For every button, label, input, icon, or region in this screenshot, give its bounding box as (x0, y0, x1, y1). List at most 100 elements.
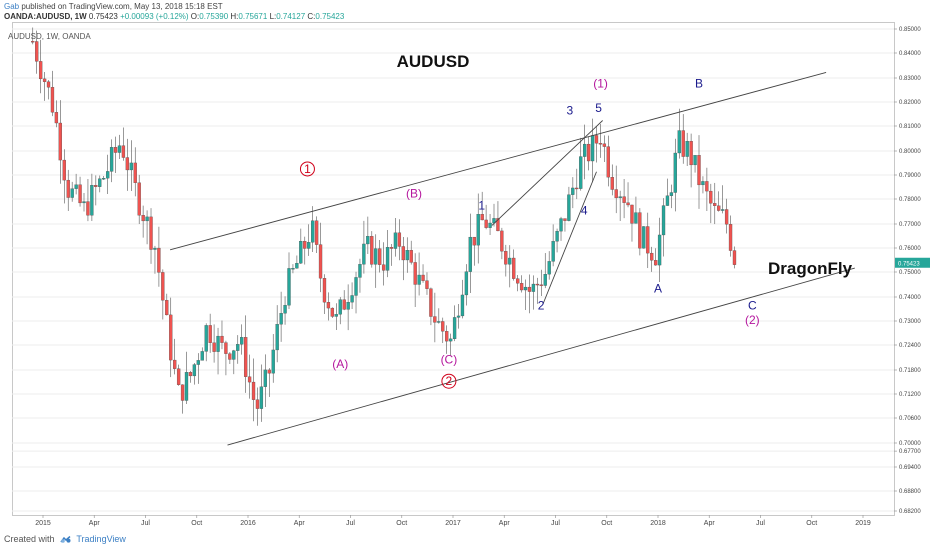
candle[interactable] (295, 263, 299, 269)
candle[interactable] (334, 314, 338, 317)
candle[interactable] (251, 381, 256, 400)
candle[interactable] (638, 212, 642, 249)
candle[interactable] (417, 274, 421, 285)
candle[interactable] (460, 294, 465, 317)
candle[interactable] (689, 141, 693, 166)
candle[interactable] (539, 284, 543, 286)
trend-line[interactable] (491, 120, 603, 226)
candle[interactable] (452, 317, 457, 340)
candle[interactable] (527, 286, 532, 292)
candle[interactable] (173, 359, 177, 369)
candle[interactable] (378, 248, 382, 265)
candle[interactable] (62, 159, 66, 181)
candle[interactable] (476, 214, 480, 246)
candle[interactable] (673, 152, 677, 193)
candle[interactable] (480, 214, 484, 221)
candle[interactable] (220, 335, 224, 343)
candle[interactable] (141, 215, 145, 222)
candle[interactable] (717, 205, 721, 211)
candle[interactable] (516, 278, 520, 284)
candle[interactable] (543, 274, 547, 286)
candle[interactable] (456, 315, 461, 318)
candle[interactable] (54, 112, 59, 124)
candle[interactable] (409, 250, 413, 263)
candle[interactable] (109, 147, 114, 172)
candle[interactable] (508, 257, 512, 265)
candle[interactable] (693, 155, 697, 166)
candle[interactable] (602, 143, 607, 147)
tradingview-brand[interactable]: TradingView (76, 534, 126, 544)
candle[interactable] (697, 155, 701, 186)
candle[interactable] (523, 286, 528, 291)
candle[interactable] (488, 222, 492, 228)
candle[interactable] (669, 192, 674, 196)
candle[interactable] (618, 196, 622, 199)
candle[interactable] (149, 216, 153, 250)
candle[interactable] (90, 185, 94, 216)
candle[interactable] (307, 242, 311, 249)
candle[interactable] (176, 368, 181, 385)
trend-line[interactable] (169, 71, 827, 251)
candle[interactable] (188, 372, 193, 377)
candle[interactable] (192, 364, 197, 377)
candle[interactable] (137, 182, 141, 216)
candle[interactable] (563, 218, 567, 221)
candle[interactable] (125, 157, 130, 171)
candle[interactable] (78, 184, 82, 204)
trend-line[interactable] (227, 267, 855, 446)
candle[interactable] (224, 342, 228, 354)
candle[interactable] (31, 41, 35, 43)
candle[interactable] (732, 250, 737, 265)
candle[interactable] (504, 251, 508, 265)
candle[interactable] (701, 181, 705, 186)
candle[interactable] (303, 241, 307, 249)
candle[interactable] (590, 135, 595, 162)
candle[interactable] (555, 230, 559, 242)
candle[interactable] (94, 185, 98, 187)
candle[interactable] (287, 268, 291, 306)
candle[interactable] (70, 188, 74, 198)
candle[interactable] (614, 189, 618, 199)
candle[interactable] (346, 301, 350, 310)
candle[interactable] (279, 313, 283, 325)
candle[interactable] (381, 264, 386, 271)
candle[interactable] (153, 247, 157, 250)
candle[interactable] (291, 268, 295, 270)
candle[interactable] (314, 220, 319, 245)
candle[interactable] (393, 232, 398, 249)
candle[interactable] (665, 195, 670, 206)
candle[interactable] (165, 300, 169, 316)
candle[interactable] (559, 218, 563, 232)
candle[interactable] (98, 178, 102, 187)
candle[interactable] (484, 219, 488, 228)
candle[interactable] (338, 299, 342, 315)
candle[interactable] (200, 351, 204, 361)
candle[interactable] (441, 321, 445, 332)
candle[interactable] (38, 61, 43, 80)
candle[interactable] (196, 360, 200, 365)
candle[interactable] (425, 280, 429, 289)
candle[interactable] (653, 260, 658, 266)
candle[interactable] (721, 209, 725, 211)
candle[interactable] (247, 376, 252, 383)
candle[interactable] (267, 369, 271, 374)
candle[interactable] (117, 145, 122, 153)
candle[interactable] (626, 202, 630, 206)
trend-line[interactable] (542, 171, 597, 304)
candle[interactable] (212, 342, 216, 352)
candle[interactable] (575, 187, 579, 190)
candle[interactable] (468, 236, 472, 272)
candle[interactable] (598, 143, 603, 145)
candle[interactable] (358, 264, 362, 278)
candle[interactable] (500, 230, 504, 252)
candle[interactable] (145, 216, 149, 222)
candle[interactable] (389, 247, 394, 249)
candle[interactable] (35, 41, 39, 62)
candle[interactable] (255, 399, 260, 409)
candle[interactable] (299, 241, 303, 264)
plot-area[interactable] (12, 22, 895, 516)
author-link[interactable]: Gab (4, 2, 20, 11)
candle[interactable] (58, 122, 62, 161)
candle[interactable] (204, 325, 208, 352)
